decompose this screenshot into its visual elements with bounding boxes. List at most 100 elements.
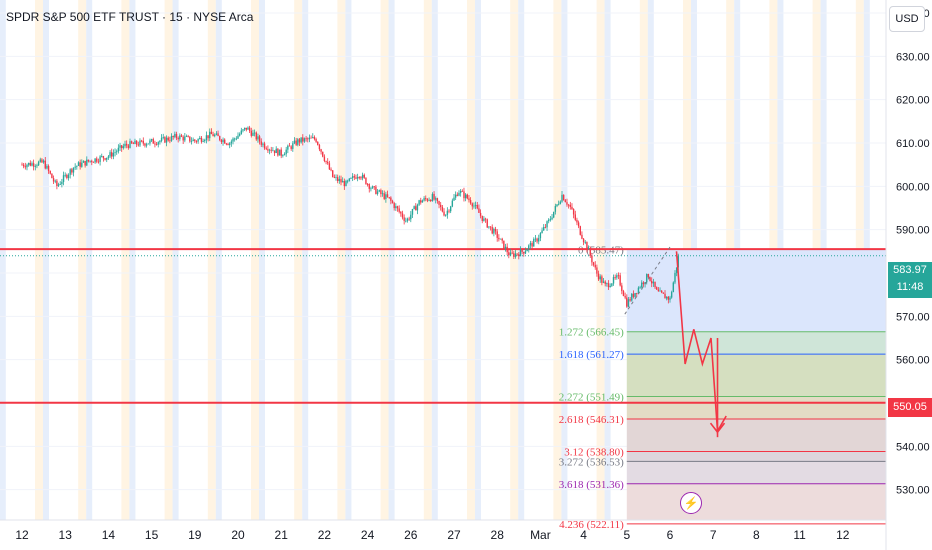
candle-body: [626, 297, 628, 307]
candle-body: [524, 251, 527, 254]
candle-body: [576, 219, 578, 223]
candle-body: [87, 159, 90, 162]
currency-selector[interactable]: USD: [889, 6, 925, 32]
candle-body: [31, 163, 33, 166]
candle-body: [441, 207, 444, 212]
fib-level-label: 2.272 (551.49): [559, 392, 624, 404]
candle-body: [396, 206, 399, 209]
candle-body: [617, 275, 620, 277]
candle-body: [164, 136, 166, 143]
candle-body: [215, 133, 218, 135]
candle-body: [596, 267, 598, 274]
lightning-icon[interactable]: ⚡: [680, 492, 702, 514]
candle-body: [74, 166, 76, 168]
candle-body: [293, 140, 296, 144]
candle-body: [405, 220, 407, 222]
candle-body: [609, 285, 611, 288]
candle-body: [539, 233, 542, 239]
candle-body: [310, 137, 312, 139]
candle-body: [599, 276, 601, 280]
candle-body: [165, 137, 168, 143]
candle-body: [132, 143, 135, 145]
candle-body: [317, 141, 319, 145]
extended-hours-stripe: [596, 0, 605, 520]
y-tick-label: 560.00: [896, 355, 930, 367]
candle-body: [122, 146, 125, 149]
candle-body: [601, 276, 603, 283]
candle-body: [61, 181, 63, 185]
candle-body: [149, 140, 151, 144]
x-tick-label: 12: [836, 528, 850, 542]
candle-body: [260, 141, 262, 145]
extended-hours-stripe: [207, 0, 216, 520]
candle-body: [632, 293, 635, 297]
candle-body: [386, 194, 389, 198]
candle-body: [448, 210, 450, 212]
candle-body: [328, 163, 331, 170]
candle-body: [117, 147, 120, 152]
candle-body: [564, 200, 567, 203]
candle-body: [503, 240, 505, 249]
candle-body: [228, 143, 231, 146]
candle-body: [456, 194, 459, 196]
candle-body: [34, 165, 36, 167]
candle-body: [536, 238, 538, 242]
candle-body: [388, 197, 390, 198]
candle-body: [403, 217, 405, 221]
candle-body: [308, 137, 311, 140]
candle-body: [230, 141, 233, 144]
candle-body: [486, 219, 488, 228]
x-tick-label: 28: [491, 528, 505, 542]
candle-body: [589, 248, 591, 256]
candle-body: [303, 138, 306, 142]
candle-body: [41, 159, 43, 163]
candle-body: [285, 149, 287, 155]
candle-body: [398, 208, 400, 212]
candle-body: [318, 144, 321, 150]
candle-body: [336, 177, 339, 182]
candle-body: [647, 274, 650, 278]
candle-body: [255, 132, 257, 140]
symbol-title[interactable]: SPDR S&P 500 ETF TRUST · 15 · NYSE Arca: [6, 10, 254, 24]
candle-body: [493, 228, 495, 234]
candle-body: [57, 184, 60, 186]
candle-body: [267, 149, 269, 151]
fib-zone: [626, 331, 886, 355]
candle-body: [371, 186, 374, 189]
candle-body: [187, 136, 189, 138]
candle-body: [425, 198, 427, 200]
candle-body: [332, 170, 334, 178]
candle-body: [468, 198, 470, 201]
candle-body: [440, 204, 442, 208]
fib-level-label: 3.272 (536.53): [559, 456, 624, 468]
candle-body: [91, 160, 93, 163]
candle-body: [106, 157, 108, 160]
candle-body: [157, 142, 159, 145]
candle-body: [363, 174, 365, 178]
candle-body: [245, 127, 248, 130]
candle-body: [546, 221, 548, 228]
candle-body: [333, 177, 336, 178]
extended-hours-stripe: [172, 0, 179, 520]
candle-body: [180, 135, 183, 137]
candle-body: [36, 165, 38, 167]
candle-body: [416, 204, 419, 211]
y-tick-label: 620.00: [896, 95, 930, 107]
candle-body: [438, 200, 440, 205]
candle-body: [461, 190, 464, 192]
candle-body: [451, 200, 454, 207]
level-price-tag: 550.05: [888, 398, 932, 417]
candle-body: [350, 177, 352, 179]
candle-body: [79, 162, 81, 167]
candle-body: [651, 280, 653, 284]
candle-body: [627, 299, 630, 307]
bar-countdown: 11:48: [896, 281, 924, 293]
candle-body: [160, 137, 163, 141]
candle-body: [469, 200, 472, 204]
candle-body: [238, 133, 241, 136]
candle-body: [62, 175, 65, 182]
candle-body: [649, 277, 651, 281]
candle-body: [27, 162, 30, 165]
x-tick-label: 22: [318, 528, 332, 542]
